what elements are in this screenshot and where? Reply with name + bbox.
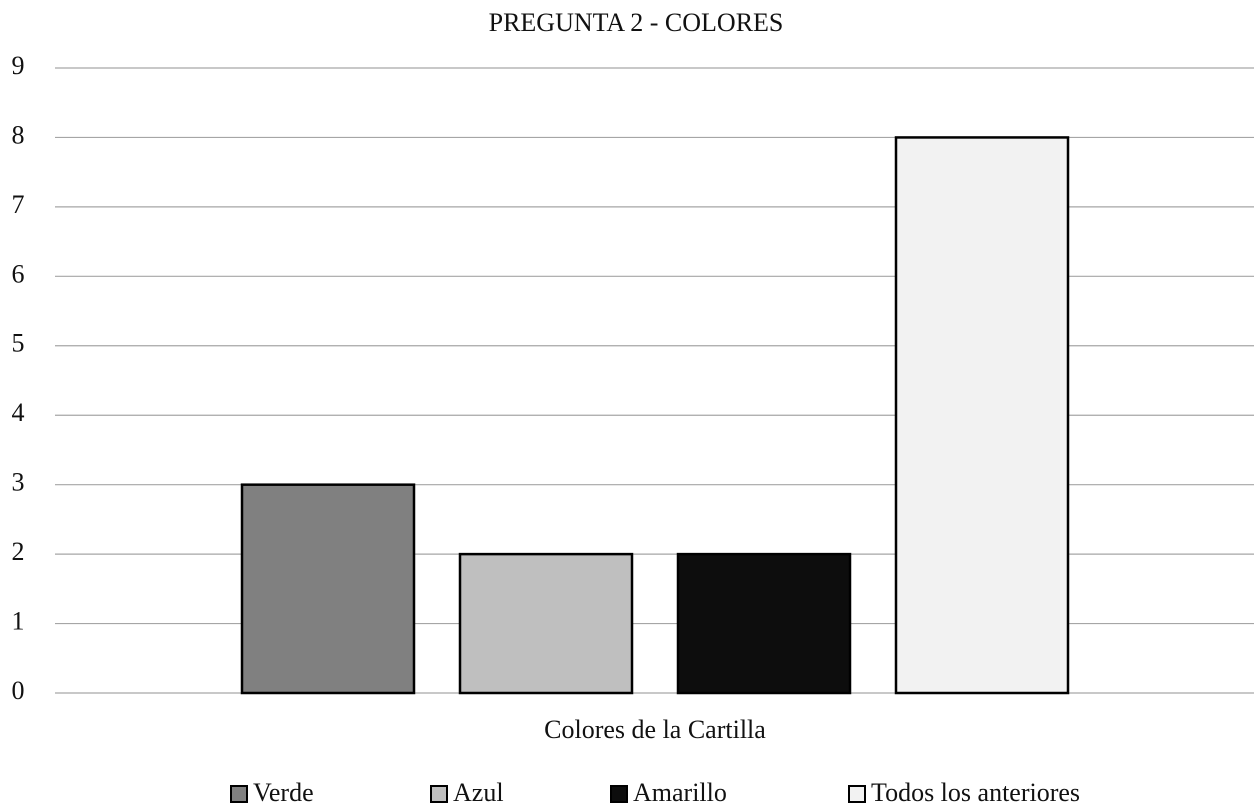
bar	[894, 136, 1070, 695]
legend-label: Todos los anteriores	[871, 778, 1080, 807]
y-tick-label: 3	[12, 468, 25, 497]
legend-label: Amarillo	[633, 778, 727, 807]
y-tick-label: 7	[12, 190, 25, 219]
legend-swatch	[230, 785, 248, 803]
bar	[240, 483, 416, 695]
legend-label: Verde	[253, 778, 314, 807]
y-tick-label: 8	[12, 120, 25, 149]
y-tick-label: 5	[12, 329, 25, 358]
y-tick-label: 9	[12, 51, 25, 80]
legend-swatch	[610, 785, 628, 803]
legend-swatch	[430, 785, 448, 803]
bar	[676, 552, 852, 695]
y-tick-label: 0	[12, 676, 25, 705]
chart-title: PREGUNTA 2 - COLORES	[489, 8, 784, 37]
y-tick-label: 6	[12, 259, 25, 288]
y-tick-label: 4	[12, 398, 25, 427]
y-tick-label: 2	[12, 537, 25, 566]
x-axis-label: Colores de la Cartilla	[544, 715, 766, 744]
legend-label: Azul	[453, 778, 504, 807]
bar	[458, 552, 634, 695]
y-tick-label: 1	[12, 607, 25, 636]
legend-swatch	[848, 785, 866, 803]
